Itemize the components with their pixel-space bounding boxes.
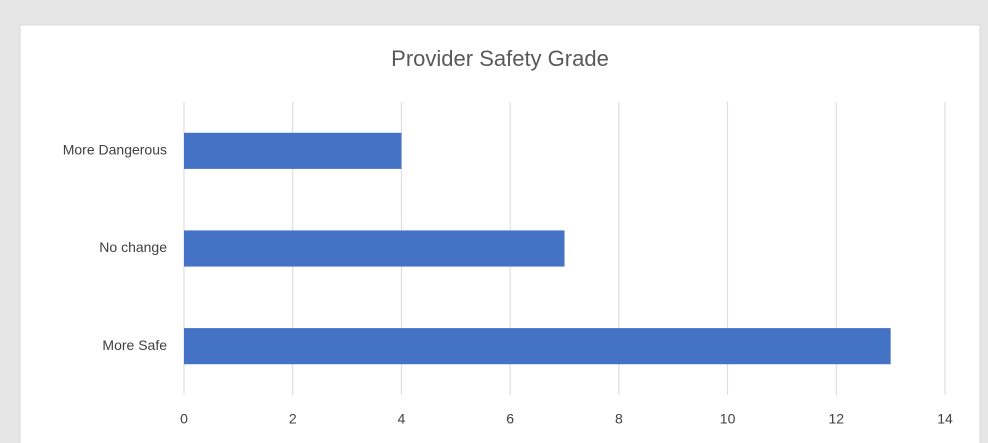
x-tick-label: 12 <box>828 411 844 427</box>
x-tick-label: 10 <box>720 411 736 427</box>
chart-title: Provider Safety Grade <box>391 46 609 71</box>
x-tick-label: 6 <box>506 411 514 427</box>
x-tick-label: 4 <box>398 411 406 427</box>
bar <box>184 328 891 365</box>
y-tick-label: More Safe <box>102 337 167 353</box>
x-tick-label: 0 <box>180 411 188 427</box>
y-tick-label: No change <box>99 239 167 255</box>
bar <box>184 132 402 169</box>
x-tick-label: 14 <box>937 411 953 427</box>
x-tick-label: 2 <box>289 411 297 427</box>
y-tick-label: More Dangerous <box>63 142 167 158</box>
bar <box>184 230 565 267</box>
x-tick-label: 8 <box>615 411 623 427</box>
